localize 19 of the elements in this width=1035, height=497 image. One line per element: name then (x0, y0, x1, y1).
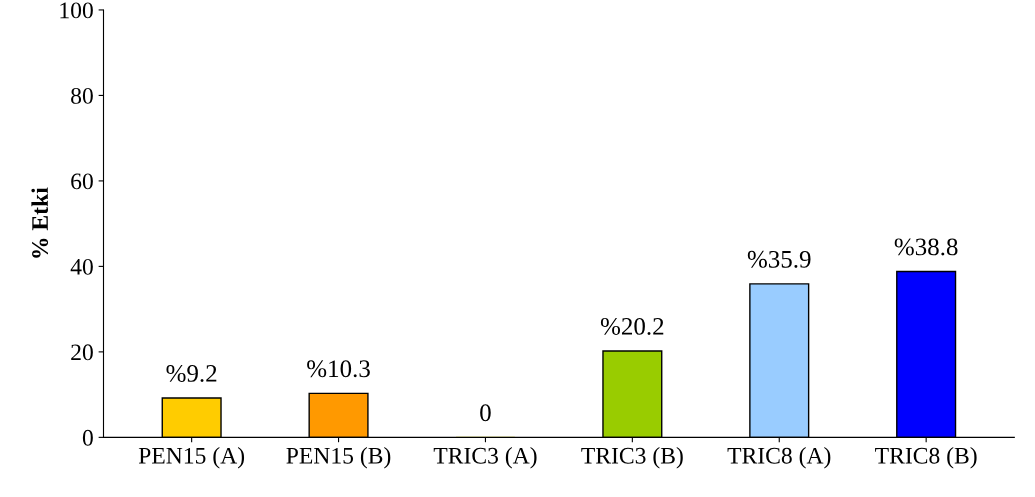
y-tick-label: 80 (71, 87, 93, 104)
data-label: %38.8 (894, 238, 958, 256)
y-tick-label: 0 (82, 429, 93, 446)
y-tick-label: 60 (71, 173, 93, 190)
y-tick-label: 20 (71, 344, 93, 361)
data-label: 0 (480, 404, 491, 422)
y-axis-title: % Etki (31, 187, 49, 258)
x-tick-label: PEN15 (A) (138, 447, 245, 469)
data-label: %10.3 (307, 360, 370, 378)
x-tick-label: TRIC8 (B) (875, 447, 977, 469)
x-tick-label: TRIC3 (B) (581, 447, 683, 469)
y-tick-label: 100 (60, 2, 93, 19)
y-tick-label: 40 (70, 258, 93, 275)
data-label: %9.2 (166, 364, 217, 382)
x-tick-label: PEN15 (B) (286, 447, 391, 469)
x-tick-label: TRIC8 (A) (727, 447, 831, 469)
data-label: %20.2 (600, 317, 664, 335)
x-tick-label: TRIC3 (A) (433, 447, 537, 469)
data-label: %35.9 (747, 250, 811, 268)
